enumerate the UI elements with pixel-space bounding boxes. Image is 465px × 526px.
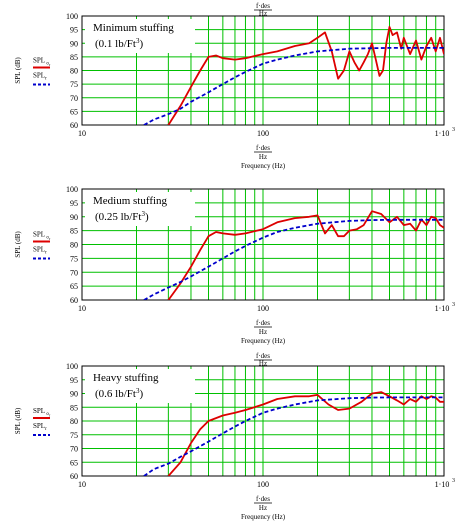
x-axis-label: Frequency (Hz) — [241, 513, 286, 521]
legend-sub2: r — [49, 62, 51, 67]
y-axis-label: SPL (dB) — [14, 57, 22, 84]
plot-frame — [81, 365, 445, 477]
x-label-num: f·des — [256, 319, 270, 327]
annotation-sup: 3 — [136, 387, 140, 395]
x-label-top-den: Hz — [259, 10, 267, 18]
legend-sub: o — [45, 236, 49, 241]
annotation-bg — [85, 19, 195, 53]
x-label-den: Hz — [259, 153, 267, 161]
y-tick-label: 65 — [70, 458, 78, 467]
x-tick-label: 1·10 — [435, 129, 450, 138]
x-tick-label: 1·10 — [435, 304, 450, 313]
x-axis-label: Frequency (Hz) — [241, 162, 286, 170]
legend-sub: r — [45, 251, 47, 256]
x-label-den: Hz — [259, 328, 267, 336]
series-line-1 — [167, 25, 444, 125]
y-axis-label: SPL (dB) — [14, 231, 22, 258]
y-tick-label: 90 — [70, 39, 78, 48]
annotation-detail: (0.1 lb/Ft3) — [95, 37, 143, 50]
series-line-2 — [143, 218, 444, 300]
x-tick-label: 100 — [257, 480, 269, 489]
x-label-top-den: Hz — [259, 360, 267, 368]
y-tick-label: 80 — [70, 417, 78, 426]
x-tick-label: 10 — [78, 129, 86, 138]
y-tick-label: 80 — [70, 241, 78, 250]
x-label-den: Hz — [259, 504, 267, 512]
x-label-top-num: f·des — [256, 352, 270, 360]
y-tick-label: 65 — [70, 107, 78, 116]
legend-sub: o — [45, 62, 49, 67]
annotation-title: Minimum stuffing — [93, 22, 174, 34]
x-tick-label: 10 — [78, 480, 86, 489]
y-tick-label: 80 — [70, 67, 78, 76]
y-axis-label: SPL (dB) — [14, 407, 22, 434]
y-tick-label: 75 — [70, 254, 78, 263]
y-tick-label: 85 — [70, 227, 78, 236]
legend-label-2: SPLr — [33, 422, 47, 432]
y-tick-label: 95 — [70, 199, 78, 208]
legend-label-2: SPLr — [33, 246, 47, 256]
y-tick-label: 70 — [70, 445, 78, 454]
y-tick-label: 90 — [70, 390, 78, 399]
series-line-1 — [167, 210, 444, 300]
legend-label-2: SPLr — [33, 72, 47, 82]
y-tick-label: 60 — [70, 121, 78, 130]
y-tick-label: 65 — [70, 282, 78, 291]
legend-label-1: SPL or — [33, 407, 51, 418]
annotation-detail: (0.6 lb/Ft3) — [95, 387, 143, 400]
y-tick-label: 90 — [70, 213, 78, 222]
x-tick-label: 100 — [257, 129, 269, 138]
annotation-close: ) — [139, 38, 143, 50]
plot-frame — [81, 15, 445, 126]
legend-label-1: SPL or — [33, 231, 51, 242]
legend-sub: o — [45, 412, 49, 417]
annotation-close: ) — [139, 388, 143, 400]
annotation-bg — [85, 192, 195, 226]
legend-sub: r — [45, 77, 47, 82]
annotation-detail: (0.25 lb/Ft3) — [95, 210, 149, 223]
series-line-2 — [143, 396, 444, 476]
y-tick-label: 60 — [70, 296, 78, 305]
x-tick-label: 100 — [257, 304, 269, 313]
series-line-2 — [143, 47, 444, 125]
x-label-top-num: f·des — [256, 2, 270, 10]
legend-sub: r — [45, 427, 47, 432]
y-tick-label: 75 — [70, 431, 78, 440]
x-tick-label: 10 — [78, 304, 86, 313]
x-tick-label: 1·10 — [435, 480, 450, 489]
annotation-bg — [85, 369, 195, 403]
x-label-num: f·des — [256, 144, 270, 152]
annotation-title: Medium stuffing — [93, 195, 168, 207]
annotation-sup: 3 — [141, 210, 145, 218]
y-tick-label: 70 — [70, 268, 78, 277]
annotation-sup: 3 — [136, 37, 140, 45]
x-tick-exponent: 3 — [452, 302, 455, 308]
x-label-num: f·des — [256, 495, 270, 503]
y-tick-label: 95 — [70, 26, 78, 35]
y-tick-label: 85 — [70, 53, 78, 62]
y-tick-label: 100 — [66, 12, 78, 21]
x-axis-label: Frequency (Hz) — [241, 337, 286, 345]
y-tick-label: 100 — [66, 362, 78, 371]
x-tick-exponent: 3 — [452, 127, 455, 133]
y-tick-label: 75 — [70, 80, 78, 89]
annotation-title: Heavy stuffing — [93, 372, 159, 384]
plot-frame — [81, 188, 445, 301]
legend-label-1: SPL or — [33, 57, 51, 68]
annotation-close: ) — [145, 211, 149, 223]
x-tick-exponent: 3 — [452, 478, 455, 484]
y-tick-label: 100 — [66, 185, 78, 194]
legend-sub2: r — [49, 413, 51, 418]
y-tick-label: 85 — [70, 403, 78, 412]
y-tick-label: 70 — [70, 94, 78, 103]
y-tick-label: 60 — [70, 472, 78, 481]
y-tick-label: 95 — [70, 376, 78, 385]
legend-sub2: r — [49, 236, 51, 241]
